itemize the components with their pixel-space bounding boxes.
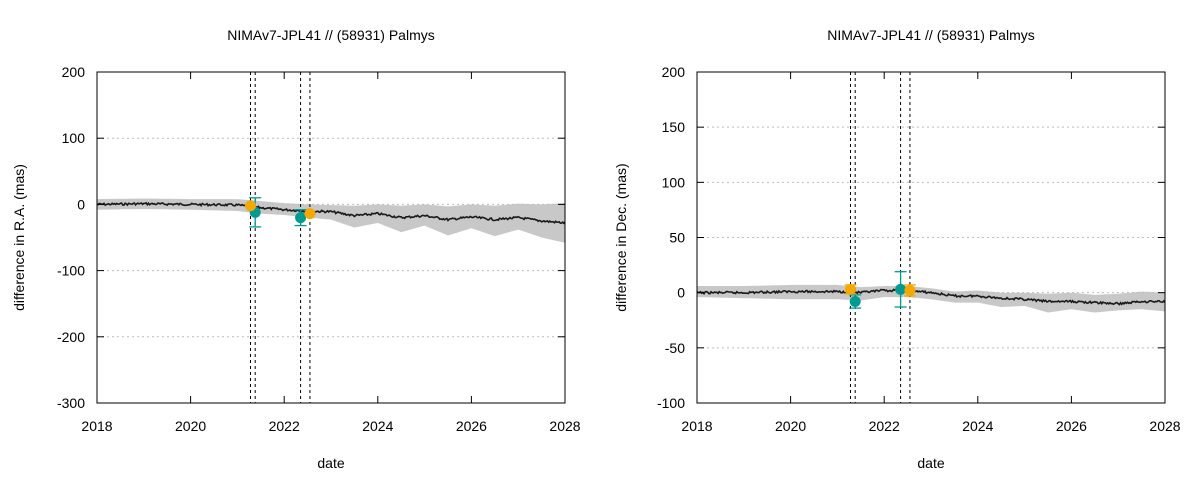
x-tick-label: 2026	[456, 418, 487, 434]
y-tick-label: -300	[57, 395, 85, 411]
plot-frame	[96, 71, 566, 404]
chart-title: NIMAv7-JPL41 // (58931) Palmys	[827, 27, 1035, 43]
x-axis-label: date	[317, 455, 344, 471]
y-axis-label: difference in Dec. (mas)	[613, 163, 629, 311]
ra-difference-chart: -300 -200 -100 0 100 200 2018 2020 2022 2024 2026 2…	[11, 27, 581, 471]
difference-line	[97, 201, 565, 225]
y-axis-label: difference in R.A. (mas)	[11, 164, 27, 311]
data-point-orange	[245, 200, 257, 212]
y-tick-label: 200	[662, 64, 686, 80]
x-tick-label: 2020	[175, 418, 206, 434]
data-point-orange	[904, 284, 916, 296]
x-tick-label: 2018	[81, 418, 112, 434]
data-point-orange	[845, 283, 857, 295]
dec-difference-chart: -100 -50 0 50 100 150 200 2018 2020 2022 2024 2026 2…	[613, 27, 1181, 471]
y-tick-label: 0	[77, 196, 85, 212]
data-point-teal	[895, 283, 907, 295]
plot-area	[97, 72, 565, 403]
x-tick-label: 2028	[549, 418, 580, 434]
x-tick-label: 2018	[681, 418, 712, 434]
y-tick-label: -100	[657, 395, 685, 411]
x-tick-label: 2026	[1056, 418, 1087, 434]
x-tick-label: 2028	[1149, 418, 1180, 434]
y-tick-label: -100	[57, 263, 85, 279]
chart-title: NIMAv7-JPL41 // (58931) Palmys	[227, 27, 435, 43]
data-point-teal	[849, 295, 861, 307]
x-tick-label: 2020	[775, 418, 806, 434]
x-tick-label: 2024	[962, 418, 993, 434]
y-tick-label: 50	[669, 230, 685, 246]
x-tick-label: 2022	[269, 418, 300, 434]
data-point-teal	[295, 212, 307, 224]
x-tick-label: 2024	[362, 418, 393, 434]
y-tick-label: 150	[662, 119, 686, 135]
y-tick-label: 100	[62, 130, 86, 146]
x-axis-label: date	[917, 455, 944, 471]
data-point-orange	[304, 208, 316, 220]
difference-line	[697, 288, 1165, 306]
y-tick-label: 200	[62, 64, 86, 80]
uncertainty-band	[97, 198, 565, 243]
y-tick-label: 100	[662, 174, 686, 190]
x-tick-label: 2022	[869, 418, 900, 434]
y-tick-label: -200	[57, 329, 85, 345]
plot-area	[697, 72, 1165, 403]
uncertainty-band	[697, 284, 1165, 313]
y-tick-label: 0	[677, 285, 685, 301]
y-tick-label: -50	[665, 340, 685, 356]
